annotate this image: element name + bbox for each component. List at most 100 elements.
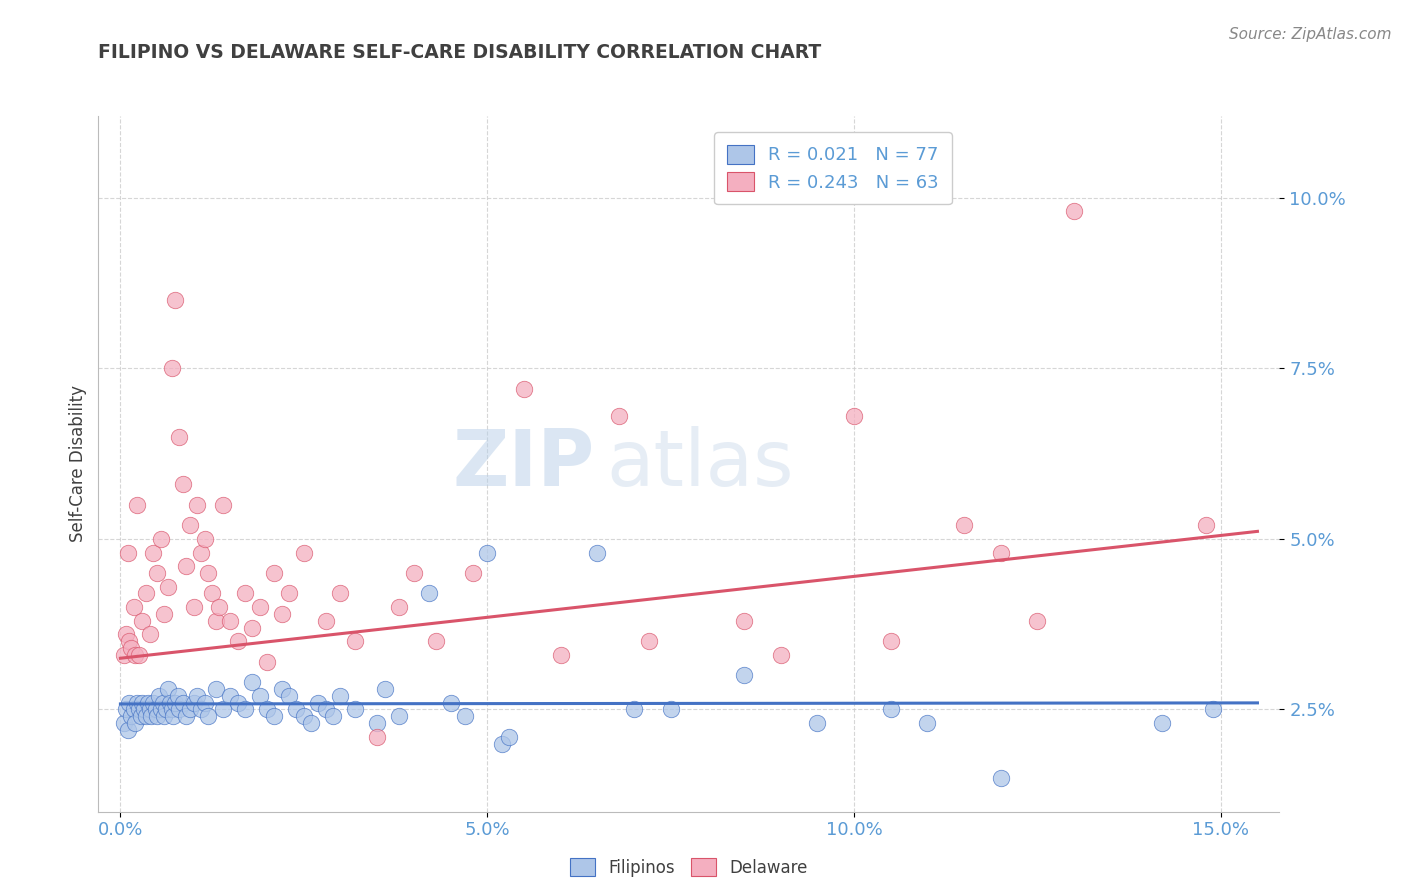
Point — [172, 477, 194, 491]
Point — [806, 716, 828, 731]
Text: FILIPINO VS DELAWARE SELF-CARE DISABILITY CORRELATION CHART: FILIPINO VS DELAWARE SELF-CARE DISABILIT… — [98, 44, 821, 62]
Point — [425, 634, 447, 648]
Point — [201, 586, 224, 600]
Point — [194, 696, 217, 710]
Point — [204, 614, 226, 628]
Point — [117, 723, 139, 737]
Point — [118, 696, 141, 710]
Point — [117, 545, 139, 559]
Point — [204, 681, 226, 696]
Point — [159, 696, 181, 710]
Point — [194, 532, 217, 546]
Point — [142, 545, 165, 559]
Point — [219, 614, 242, 628]
Point — [607, 409, 630, 423]
Point — [160, 361, 183, 376]
Point — [135, 586, 157, 600]
Point — [233, 586, 256, 600]
Point — [152, 696, 174, 710]
Point — [439, 696, 461, 710]
Point — [242, 621, 264, 635]
Point — [233, 702, 256, 716]
Point — [733, 668, 755, 682]
Point — [166, 689, 188, 703]
Point — [329, 689, 352, 703]
Point — [142, 696, 165, 710]
Point — [136, 696, 159, 710]
Point — [917, 716, 939, 731]
Point — [990, 545, 1012, 559]
Point — [212, 498, 235, 512]
Point — [153, 709, 176, 723]
Point — [125, 696, 148, 710]
Point — [733, 614, 755, 628]
Point — [122, 702, 145, 716]
Point — [145, 702, 167, 716]
Point — [186, 498, 208, 512]
Legend: Filipinos, Delaware: Filipinos, Delaware — [564, 851, 814, 883]
Point — [165, 696, 187, 710]
Point — [1152, 716, 1174, 731]
Point — [160, 702, 183, 716]
Point — [129, 709, 152, 723]
Point — [322, 709, 344, 723]
Point — [315, 614, 337, 628]
Point — [461, 566, 484, 580]
Y-axis label: Self-Care Disability: Self-Care Disability — [69, 385, 87, 542]
Point — [373, 681, 395, 696]
Point — [344, 702, 367, 716]
Point — [263, 709, 285, 723]
Point — [292, 709, 315, 723]
Point — [308, 696, 330, 710]
Point — [402, 566, 425, 580]
Point — [879, 634, 901, 648]
Point — [141, 709, 163, 723]
Point — [115, 702, 138, 716]
Point — [659, 702, 682, 716]
Point — [315, 702, 337, 716]
Point — [1202, 702, 1225, 716]
Point — [513, 382, 536, 396]
Point — [131, 696, 153, 710]
Point — [637, 634, 659, 648]
Point — [256, 655, 278, 669]
Point — [366, 730, 388, 744]
Point — [270, 681, 292, 696]
Point — [146, 709, 169, 723]
Point — [1195, 518, 1218, 533]
Point — [769, 648, 792, 662]
Point — [176, 709, 198, 723]
Point — [165, 293, 187, 307]
Point — [491, 737, 513, 751]
Point — [157, 681, 180, 696]
Point — [118, 634, 141, 648]
Text: Source: ZipAtlas.com: Source: ZipAtlas.com — [1229, 27, 1392, 42]
Point — [344, 634, 367, 648]
Point — [299, 716, 322, 731]
Point — [292, 545, 315, 559]
Point — [132, 702, 155, 716]
Point — [183, 696, 205, 710]
Point — [146, 566, 169, 580]
Point — [278, 689, 301, 703]
Point — [124, 648, 146, 662]
Point — [242, 675, 264, 690]
Point — [842, 409, 865, 423]
Point — [285, 702, 308, 716]
Point — [186, 689, 208, 703]
Point — [167, 702, 190, 716]
Point — [153, 607, 176, 621]
Point — [139, 627, 162, 641]
Point — [586, 545, 609, 559]
Point — [167, 429, 190, 443]
Point — [125, 498, 148, 512]
Point — [135, 709, 157, 723]
Point — [122, 600, 145, 615]
Point — [226, 696, 249, 710]
Point — [270, 607, 292, 621]
Point — [190, 545, 212, 559]
Point — [149, 702, 172, 716]
Point — [329, 586, 352, 600]
Point — [179, 702, 201, 716]
Point — [197, 709, 219, 723]
